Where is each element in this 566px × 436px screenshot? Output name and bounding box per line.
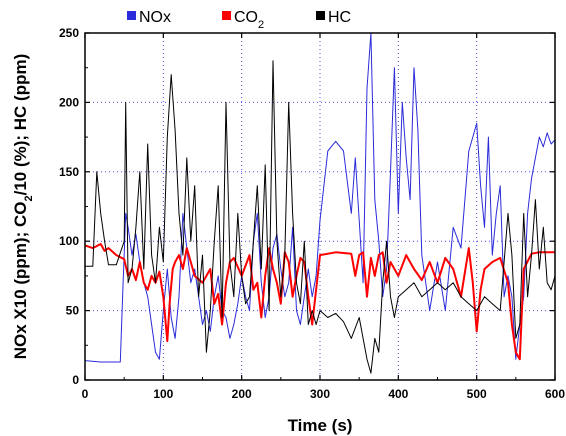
y-tick-label: 250 (59, 26, 79, 40)
legend-swatch (222, 11, 231, 20)
x-axis: 0 100 200 300 400 500 600 (82, 33, 565, 401)
legend-label: HC (328, 9, 351, 26)
legend-label: NOx (139, 9, 171, 26)
x-tick-label: 200 (232, 387, 252, 401)
legend-label: CO2 (234, 9, 264, 31)
grid (85, 33, 555, 380)
legend-item-co: CO2 (222, 9, 264, 31)
x-tick-label: 400 (388, 387, 408, 401)
x-tick-label: 300 (310, 387, 330, 401)
series-line-co2 (85, 243, 555, 361)
y-axis-title: NOx X10 (ppm); CO2/10 (%); HC (ppm) (11, 54, 35, 360)
y-tick-label: 50 (66, 304, 80, 318)
y-tick-label: 100 (59, 234, 79, 248)
legend-item-nox: NOx (127, 9, 171, 26)
series-layer (85, 33, 555, 374)
legend-swatch (127, 11, 136, 20)
y-tick-label: 0 (72, 373, 79, 387)
series-line-nox (85, 33, 555, 363)
x-tick-label: 500 (467, 387, 487, 401)
x-tick-label: 600 (545, 387, 565, 401)
x-tick-label: 0 (82, 387, 89, 401)
y-axis: 0 50 100 150 200 250 (59, 26, 555, 387)
x-tick-label: 100 (153, 387, 173, 401)
x-axis-title: Time (s) (288, 416, 353, 435)
y-tick-label: 200 (59, 95, 79, 109)
y-tick-label: 150 (59, 165, 79, 179)
legend: NOx CO2 HC (127, 9, 351, 31)
legend-item-hc: HC (316, 9, 351, 26)
series-line-hc (85, 60, 555, 374)
legend-swatch (316, 11, 325, 20)
